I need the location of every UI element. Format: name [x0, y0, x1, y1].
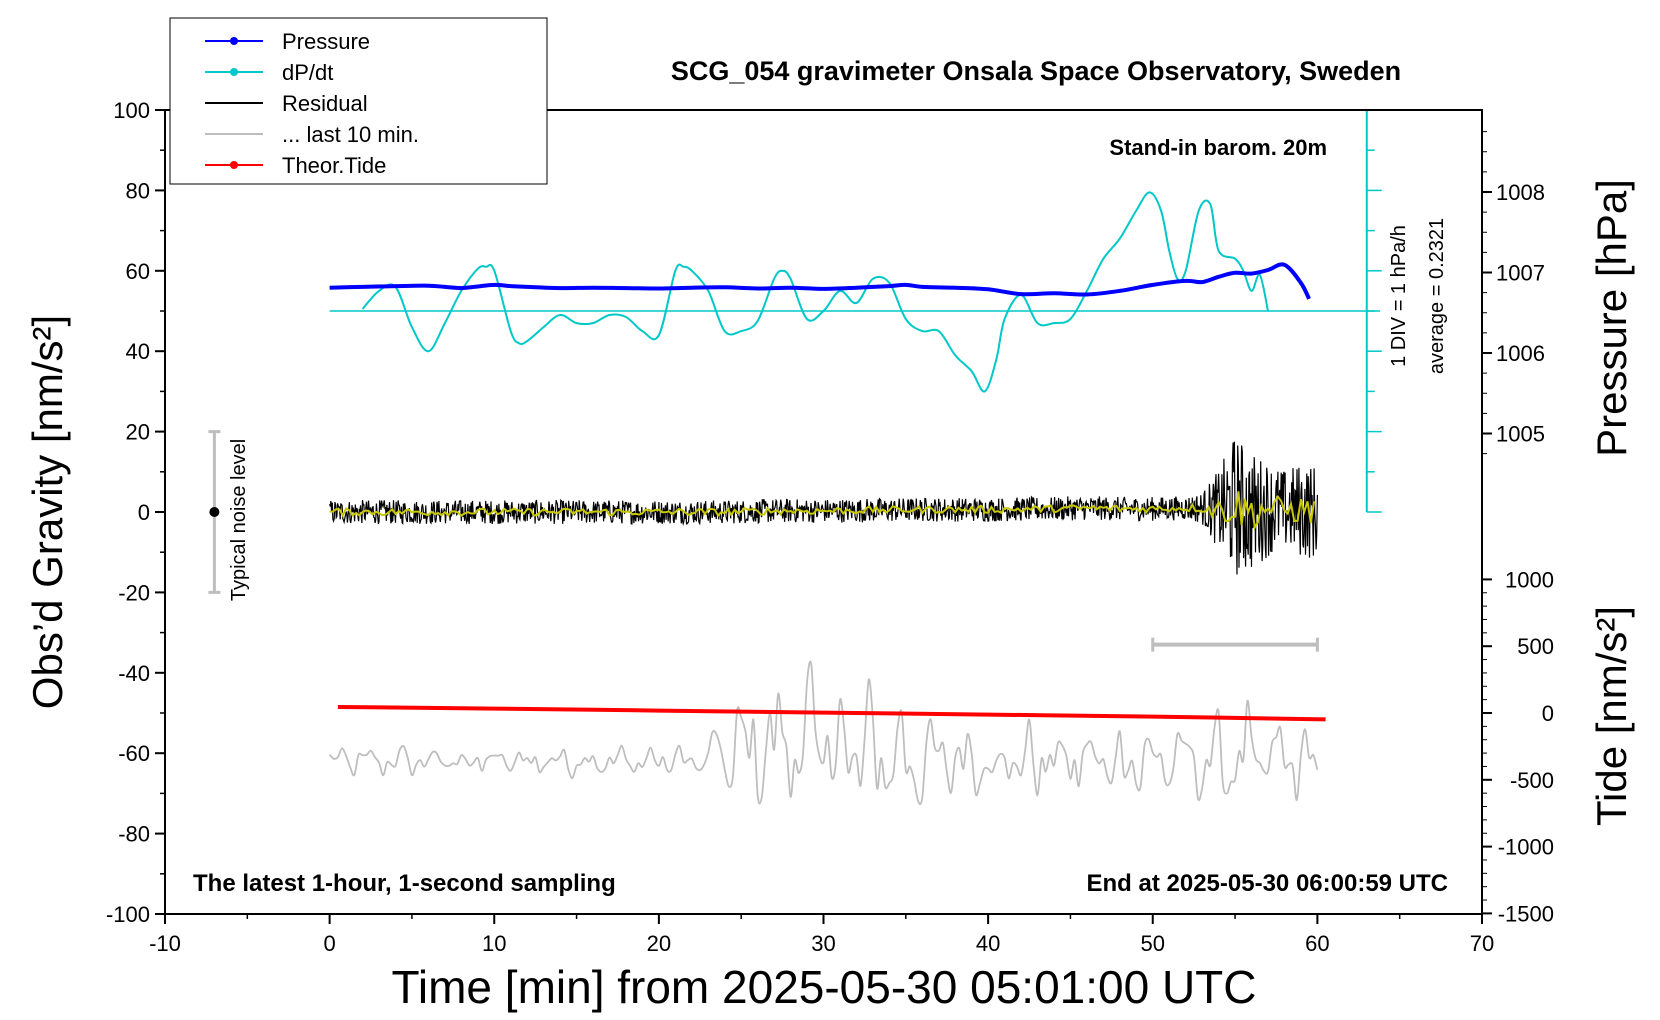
x-tick-label: 60 [1305, 931, 1329, 956]
legend-label: ... last 10 min. [282, 122, 419, 147]
legend-label: Pressure [282, 29, 370, 54]
y-axis-label-left: Obs’d Gravity [nm/s²] [24, 315, 71, 709]
tide-tick-label: 0 [1542, 701, 1554, 726]
pressure-tick-label: 1008 [1496, 180, 1545, 205]
legend-marker [230, 161, 238, 169]
y-tick-label: -60 [118, 741, 150, 766]
pressure-tick-label: 1006 [1496, 341, 1545, 366]
y-axis-label-pressure: Pressure [hPa] [1588, 179, 1635, 457]
legend-marker [230, 37, 238, 45]
chart-title: SCG_054 gravimeter Onsala Space Observat… [671, 56, 1401, 86]
x-tick-label: 10 [482, 931, 506, 956]
barometer-note: Stand-in barom. 20m [1109, 135, 1327, 160]
tide-tick-label: -500 [1510, 768, 1554, 793]
end-time-note: End at 2025-05-30 06:00:59 UTC [1087, 870, 1449, 897]
noise-bar-center-dot [209, 507, 220, 517]
series-pressure [329, 262, 1311, 300]
legend-box [169, 17, 548, 185]
dpdt-scale-label: 1 DIV = 1 hPa/h [1388, 225, 1410, 367]
pressure-tick-label: 1005 [1496, 422, 1545, 447]
dpdt-average-label: average = 0.2321 [1426, 218, 1448, 374]
series-theor-tide [337, 705, 1326, 722]
tide-tick-label: 500 [1517, 634, 1554, 659]
tide-tick-label: 1000 [1505, 567, 1554, 592]
legend-label: dP/dt [282, 60, 333, 85]
y-tick-label: 80 [126, 178, 150, 203]
legend-marker [230, 68, 238, 76]
noise-label: Typical noise level [228, 439, 250, 601]
series-residual-smoothed [329, 491, 1316, 531]
x-tick-label: 70 [1470, 931, 1494, 956]
x-tick-label: 30 [811, 931, 835, 956]
y-tick-label: -20 [118, 580, 150, 605]
y-tick-label: -40 [118, 661, 150, 686]
x-axis-label: Time [min] from 2025-05-30 05:01:00 UTC [392, 961, 1257, 1013]
x-tick-label: 50 [1141, 931, 1165, 956]
y-tick-label: 100 [113, 98, 150, 123]
x-tick-label: -10 [149, 931, 181, 956]
legend-label: Theor.Tide [282, 153, 386, 178]
pressure-tick-label: 1007 [1496, 261, 1545, 286]
tide-tick-label: -1500 [1498, 901, 1554, 926]
series-dpdt [361, 191, 1269, 393]
tide-tick-label: -1000 [1498, 835, 1554, 860]
series-residual [329, 441, 1318, 575]
y-axis-label-tide: Tide [nm/s²] [1588, 606, 1635, 826]
legend: Pressure dP/dt Residual ... last 10 min. The… [169, 17, 548, 185]
y-tick-label: 40 [126, 339, 150, 364]
y-tick-label: -80 [118, 822, 150, 847]
x-tick-label: 0 [324, 931, 336, 956]
legend-label: Residual [282, 91, 368, 116]
y-tick-label: 20 [126, 420, 150, 445]
plot-frame [164, 109, 1483, 915]
y-tick-label: 60 [126, 259, 150, 284]
y-tick-label: 0 [138, 500, 150, 525]
x-tick-label: 40 [976, 931, 1000, 956]
x-tick-label: 20 [647, 931, 671, 956]
series-layer [208, 109, 1382, 806]
tick-layer: -10 0 10 20 30 40 50 60 70100806040200-20-40-60-… [106, 98, 1554, 956]
y-tick-label: -100 [106, 902, 150, 927]
sampling-note: The latest 1-hour, 1-second sampling [193, 870, 616, 897]
series-last-10-min [328, 660, 1319, 806]
